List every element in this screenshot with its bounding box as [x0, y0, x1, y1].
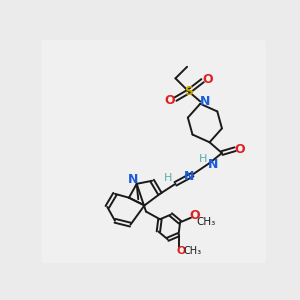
Text: O: O [177, 246, 186, 256]
Text: H: H [164, 173, 172, 183]
Text: S: S [184, 85, 193, 98]
Text: N: N [128, 173, 138, 187]
Text: N: N [184, 169, 195, 183]
FancyBboxPatch shape [41, 40, 266, 263]
Text: N: N [208, 158, 218, 171]
Text: H: H [199, 154, 208, 164]
Text: N: N [200, 95, 210, 108]
Text: O: O [190, 209, 200, 222]
Text: CH₃: CH₃ [183, 246, 202, 256]
Text: O: O [235, 143, 245, 156]
Text: O: O [165, 94, 175, 107]
Text: O: O [203, 73, 213, 85]
Text: CH₃: CH₃ [197, 217, 216, 227]
